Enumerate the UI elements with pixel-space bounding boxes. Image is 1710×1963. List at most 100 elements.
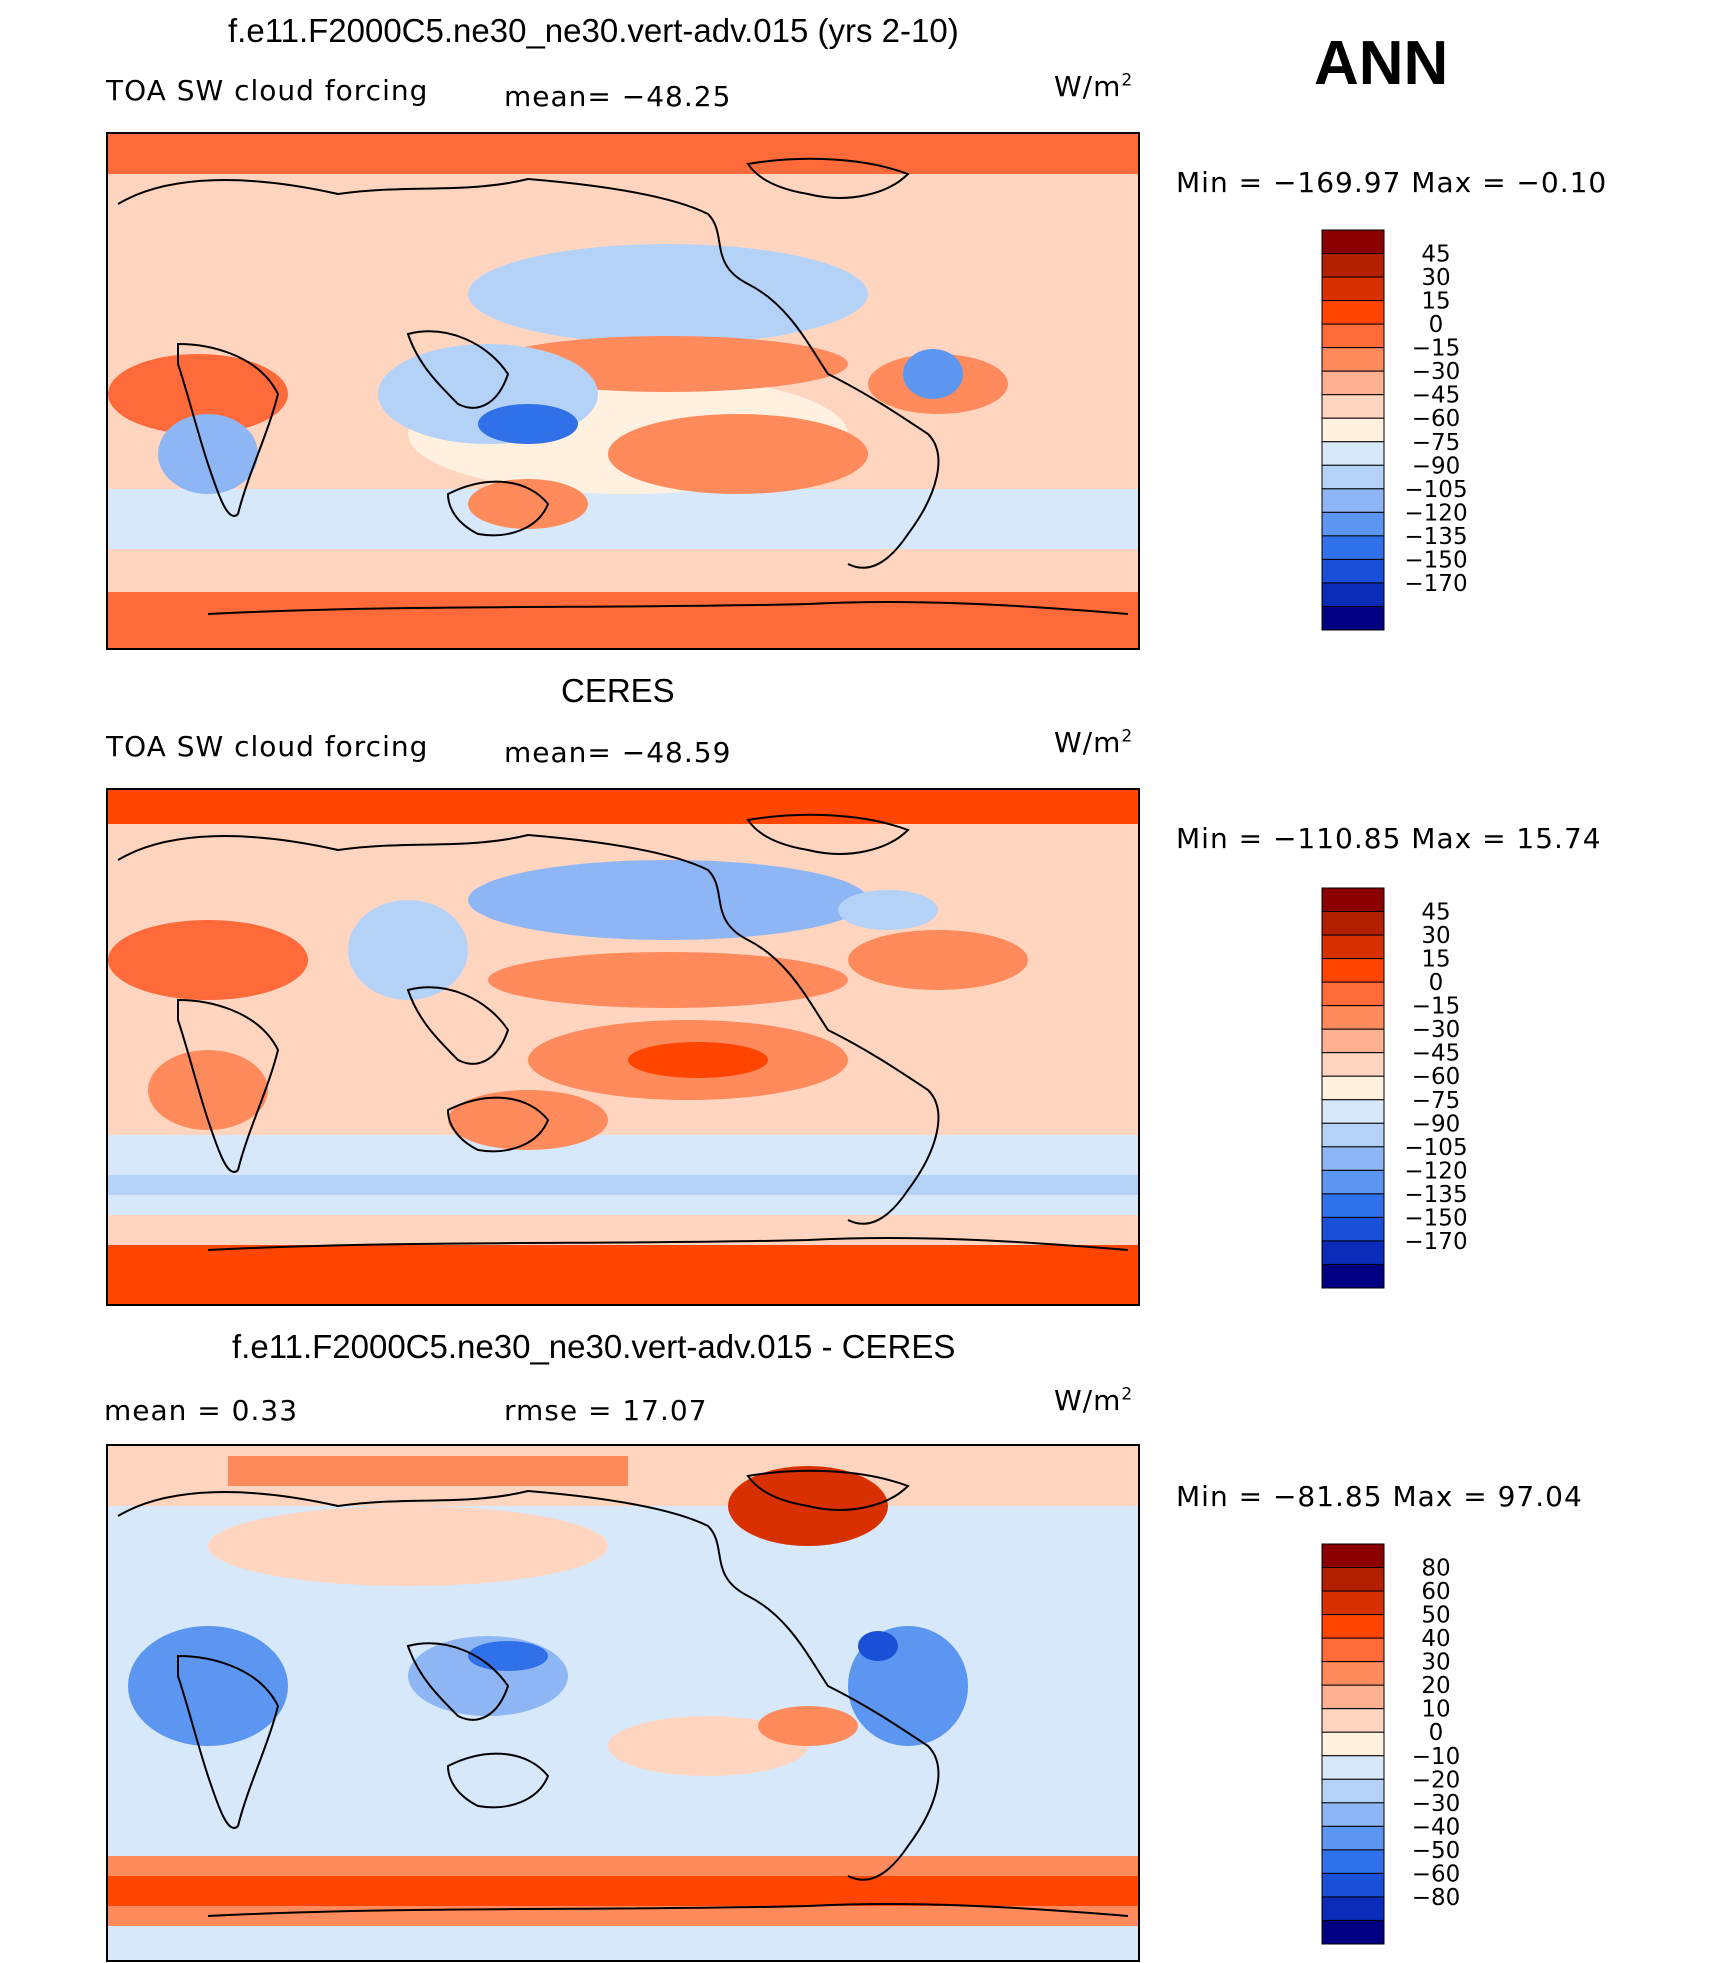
colorbar-tick-label: 45 — [1421, 242, 1450, 268]
panel2-minmax: Min = −110.85 Max = 15.74 — [1176, 822, 1602, 855]
colorbar-swatch — [1321, 370, 1385, 396]
panel3-mean-label: mean = 0.33 — [104, 1394, 299, 1427]
colorbar-swatch — [1321, 1543, 1385, 1569]
colorbar-swatch — [1321, 535, 1385, 560]
colorbar-tick-label: −30 — [1412, 1791, 1461, 1817]
colorbar-tick-label: 0 — [1429, 1720, 1444, 1746]
colorbar-swatch — [1321, 1099, 1385, 1124]
colorbar-tick-label: −50 — [1412, 1838, 1461, 1864]
panel2-title: CERES — [561, 672, 675, 709]
colorbar-tick-label: −90 — [1412, 1111, 1461, 1137]
colorbar-swatch — [1321, 1778, 1385, 1804]
colorbar-tick-label: −30 — [1412, 359, 1461, 385]
colorbar-swatch — [1321, 300, 1385, 325]
colorbar-tick-label: −120 — [1404, 500, 1467, 526]
panel2-map — [106, 788, 1140, 1306]
colorbar-swatch — [1321, 558, 1385, 584]
panel1-sahara — [108, 354, 288, 434]
colorbar-tick-label: −15 — [1412, 336, 1461, 362]
panel3-title: f.e11.F2000C5.ne30_ne30.vert-adv.015 - C… — [232, 1328, 956, 1365]
colorbar-tick-label: −135 — [1404, 524, 1467, 550]
colorbar-swatch — [1321, 1052, 1385, 1077]
colorbar-swatch — [1321, 1637, 1385, 1663]
panel2-np-subtropics — [488, 952, 848, 1008]
panel1-southern-ocean-band — [108, 489, 1138, 549]
colorbar-swatch — [1321, 605, 1385, 631]
panel1-coastlines — [117, 157, 1129, 615]
panel3-coastlines — [117, 1469, 1129, 1917]
colorbar-swatch — [1321, 323, 1385, 349]
colorbar-tick-label: −30 — [1412, 1017, 1461, 1043]
colorbar-tick-label: −135 — [1404, 1182, 1467, 1208]
colorbar-tick-label: 60 — [1421, 1579, 1450, 1605]
colorbar-swatch — [1321, 1146, 1385, 1171]
colorbar-tick-label: 30 — [1421, 1650, 1450, 1676]
panel2-asia-monsoon — [348, 900, 468, 1000]
colorbar-tick-label: 10 — [1421, 1697, 1450, 1723]
colorbar-swatch — [1321, 347, 1385, 372]
colorbar-swatch — [1321, 276, 1385, 302]
colorbar-swatch — [1321, 511, 1385, 537]
colorbar-swatch — [1321, 934, 1385, 960]
panel3-rmse-label: rmse = 17.07 — [504, 1394, 708, 1427]
panel2-mean-label: mean= −48.59 — [504, 736, 732, 769]
panel2-s-africa — [148, 1050, 268, 1130]
colorbar-tick-label: 45 — [1421, 900, 1450, 926]
panel3-minmax: Min = −81.85 Max = 97.04 — [1176, 1480, 1583, 1513]
panel2-se-pacific-core — [628, 1042, 768, 1078]
colorbar-tick-label: 30 — [1421, 923, 1450, 949]
panel1-maritime-continent — [478, 404, 578, 444]
panel1-arctic-band — [108, 134, 1138, 174]
colorbar-tick-label: −75 — [1412, 430, 1461, 456]
panel2-sahara — [108, 920, 308, 1000]
panel1-colorbar-svg: 4530150−15−30−45−60−75−90−105−120−135−15… — [1321, 229, 1468, 631]
colorbar-tick-label: −15 — [1412, 994, 1461, 1020]
colorbar-swatch — [1321, 1614, 1385, 1639]
panel2-north-pacific — [468, 860, 868, 940]
panel2-australia — [448, 1090, 608, 1150]
panel1-title: f.e11.F2000C5.ne30_ne30.vert-adv.015 (yr… — [228, 12, 959, 49]
colorbar-swatch — [1321, 394, 1385, 419]
panel1-australia — [468, 479, 588, 529]
panel3-map-svg — [108, 1446, 1138, 1960]
panel1-variable-label: TOA SW cloud forcing — [106, 74, 429, 107]
panel3-map — [106, 1444, 1140, 1962]
colorbar-tick-label: −170 — [1404, 571, 1467, 597]
colorbar-swatch — [1321, 1919, 1385, 1945]
colorbar-tick-label: −45 — [1412, 383, 1461, 409]
colorbar-tick-label: −45 — [1412, 1041, 1461, 1067]
panel1-units: W/m2 — [1054, 70, 1134, 103]
colorbar-tick-label: −120 — [1404, 1158, 1467, 1184]
panel2-coastlines — [117, 813, 1129, 1251]
colorbar-swatch — [1321, 1240, 1385, 1265]
colorbar-swatch — [1321, 1849, 1385, 1874]
panel2-variable-label: TOA SW cloud forcing — [106, 730, 429, 763]
colorbar-tick-label: −20 — [1412, 1767, 1461, 1793]
panel1-amazon — [903, 349, 963, 399]
panel2-n-atlantic — [838, 890, 938, 930]
colorbar-swatch — [1321, 488, 1385, 513]
panel1-map-svg — [108, 134, 1138, 648]
panel1-colorbar: 45 30 15 0 −15 −30 −45 −60 −75 −90 −105 −120 −135 −15… — [1321, 229, 1522, 640]
colorbar-tick-label: 40 — [1421, 1626, 1450, 1652]
colorbar-swatch — [1321, 1193, 1385, 1218]
colorbar-swatch — [1321, 1802, 1385, 1827]
colorbar-swatch — [1321, 1755, 1385, 1780]
colorbar-tick-label: −105 — [1404, 1135, 1467, 1161]
panel1-se-pacific — [608, 414, 868, 494]
colorbar-tick-label: −90 — [1412, 453, 1461, 479]
panel1-map — [106, 132, 1140, 650]
colorbar-swatch — [1321, 253, 1385, 278]
colorbar-swatch — [1321, 464, 1385, 490]
panel3-arctic-siberia — [228, 1456, 628, 1486]
colorbar-tick-label: −60 — [1412, 1861, 1461, 1887]
colorbar-swatch — [1321, 229, 1385, 255]
colorbar-tick-label: −40 — [1412, 1814, 1461, 1840]
colorbar-tick-label: −60 — [1412, 1064, 1461, 1090]
colorbar-swatch — [1321, 1028, 1385, 1054]
panel2-storm-track — [108, 1175, 1138, 1195]
colorbar-tick-label: −60 — [1412, 406, 1461, 432]
colorbar-tick-label: 0 — [1429, 970, 1444, 996]
panel1-antarctic-band — [108, 592, 1138, 648]
